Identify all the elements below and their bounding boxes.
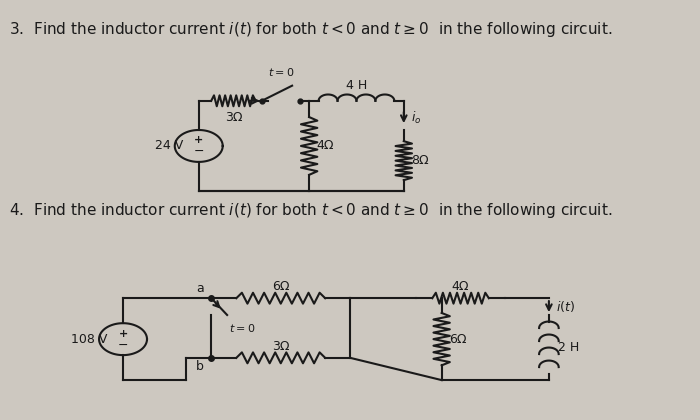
Text: $i(t)$: $i(t)$ bbox=[556, 299, 575, 314]
Text: 4 H: 4 H bbox=[346, 79, 367, 92]
Text: $i_o$: $i_o$ bbox=[412, 110, 422, 126]
Text: b: b bbox=[196, 360, 204, 373]
Text: 8Ω: 8Ω bbox=[412, 154, 429, 167]
Text: 6Ω: 6Ω bbox=[272, 280, 290, 293]
Text: 24 V: 24 V bbox=[155, 139, 183, 152]
Text: 108 V: 108 V bbox=[71, 333, 107, 346]
Text: 3Ω: 3Ω bbox=[272, 340, 290, 353]
Text: 3Ω: 3Ω bbox=[225, 111, 242, 124]
Text: 4Ω: 4Ω bbox=[452, 280, 469, 293]
Text: 6Ω: 6Ω bbox=[449, 333, 467, 346]
Text: 4Ω: 4Ω bbox=[316, 139, 334, 152]
Text: 2 H: 2 H bbox=[559, 341, 580, 354]
Text: $t=0$: $t=0$ bbox=[229, 322, 256, 334]
Text: 4.  Find the inductor current $i(t)$ for both $t < 0$ and $t \geq 0$  in the fol: 4. Find the inductor current $i(t)$ for … bbox=[10, 200, 613, 220]
Text: $t=0$: $t=0$ bbox=[267, 66, 294, 78]
Text: +: + bbox=[118, 329, 127, 339]
Text: −: − bbox=[118, 339, 128, 352]
Text: +: + bbox=[194, 136, 204, 145]
Text: −: − bbox=[193, 145, 204, 158]
Text: a: a bbox=[196, 282, 204, 295]
Text: 3.  Find the inductor current $i(t)$ for both $t < 0$ and $t \geq 0$  in the fol: 3. Find the inductor current $i(t)$ for … bbox=[10, 20, 613, 39]
